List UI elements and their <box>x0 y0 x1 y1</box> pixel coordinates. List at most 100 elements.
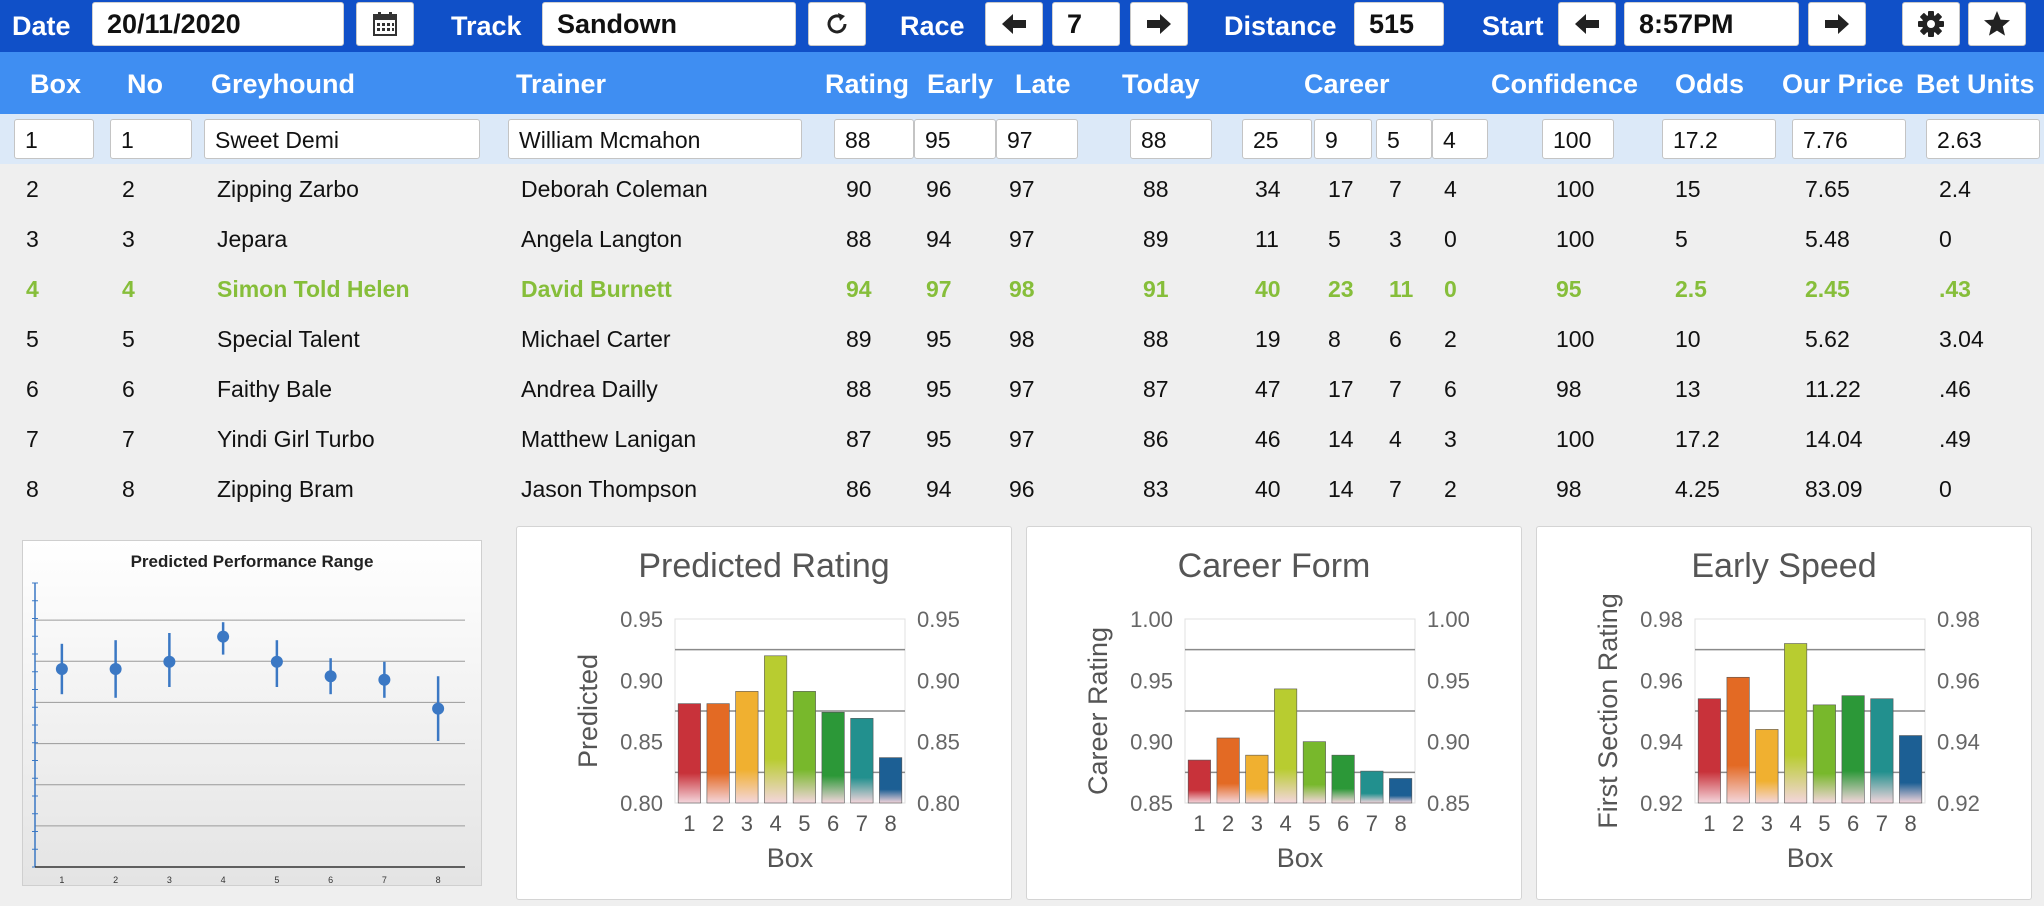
trainer-cell[interactable]: Deborah Coleman <box>521 176 708 202</box>
arrow-left-icon <box>1575 14 1599 34</box>
box-input[interactable]: 1 <box>14 119 94 159</box>
odds-input[interactable]: 17.2 <box>1662 119 1776 159</box>
career-thirds-cell: 2 <box>1444 326 1457 352</box>
favourite-button[interactable] <box>1968 2 2026 46</box>
trainer-cell[interactable]: Angela Langton <box>521 226 683 252</box>
header-career[interactable]: Career <box>1304 69 1390 99</box>
data-point <box>55 663 68 675</box>
start-prev-button[interactable] <box>1558 2 1616 46</box>
no-cell: 4 <box>122 276 135 302</box>
race-input[interactable]: 7 <box>1052 2 1120 46</box>
header-early[interactable]: Early <box>927 69 994 99</box>
table-row[interactable]: 6 6 Faithy Bale Andrea Dailly 88 95 97 8… <box>0 364 2044 414</box>
trainer-cell[interactable]: David Burnett <box>521 276 672 302</box>
start-next-button[interactable] <box>1808 2 1866 46</box>
header-late[interactable]: Late <box>1015 69 1071 99</box>
x-tick-label: 7 <box>382 875 387 885</box>
trainer-cell[interactable]: Andrea Dailly <box>521 376 658 402</box>
early-cell: 95 <box>926 426 952 452</box>
bar <box>1331 754 1355 804</box>
header-trainer[interactable]: Trainer <box>516 69 607 99</box>
x-tick-label: 3 <box>741 811 753 836</box>
early-cell: 97 <box>926 276 952 302</box>
trainer-cell[interactable]: Matthew Lanigan <box>521 426 697 452</box>
confidence-cell: 100 <box>1556 326 1595 352</box>
chart-title: Predicted Performance Range <box>131 552 374 571</box>
table-row[interactable]: 8 8 Zipping Bram Jason Thompson 86 94 96… <box>0 464 2044 514</box>
greyhound-cell[interactable]: Zipping Bram <box>217 476 354 502</box>
x-tick-label: 8 <box>885 811 897 836</box>
header-today[interactable]: Today <box>1122 69 1200 99</box>
greyhound-cell[interactable]: Zipping Zarbo <box>217 176 359 202</box>
bet-units-cell: 0 <box>1939 226 1952 252</box>
header-confidence[interactable]: Confidence <box>1491 69 1639 99</box>
x-tick-label: 6 <box>1337 811 1349 836</box>
y2-tick-label: 0.90 <box>917 668 960 693</box>
career-seconds-cell: 7 <box>1389 476 1402 502</box>
start-label: Start <box>1482 11 1544 41</box>
career-starts-input[interactable]: 25 <box>1242 119 1312 159</box>
greyhound-cell[interactable]: Simon Told Helen <box>217 276 410 302</box>
race-next-button[interactable] <box>1130 2 1188 46</box>
header-our-price[interactable]: Our Price <box>1782 69 1904 99</box>
start-time-input[interactable]: 8:57PM <box>1624 2 1799 46</box>
trainer-cell[interactable]: Jason Thompson <box>521 476 698 502</box>
table-row[interactable]: 7 7 Yindi Girl Turbo Matthew Lanigan 87 … <box>0 414 2044 464</box>
performance-range-chart: Predicted Performance Range 1 2 3 4 5 6 7 8 <box>22 540 482 886</box>
header-box[interactable]: Box <box>30 69 82 99</box>
table-row-selected[interactable]: 4 4 Simon Told Helen David Burnett 94 97… <box>0 264 2044 314</box>
greyhound-cell[interactable]: Jepara <box>217 226 288 252</box>
header-rating[interactable]: Rating <box>825 69 909 99</box>
x-tick-label: 2 <box>1732 811 1744 836</box>
y-tick-label: 0.98 <box>1640 607 1683 632</box>
date-input[interactable]: 20/11/2020 <box>92 2 344 46</box>
y-tick-label: 0.95 <box>620 607 663 632</box>
bar <box>1870 698 1894 804</box>
distance-input[interactable]: 515 <box>1354 2 1444 46</box>
odds-cell: 4.25 <box>1675 476 1720 502</box>
calendar-button[interactable] <box>356 2 414 46</box>
race-prev-button[interactable] <box>985 2 1043 46</box>
x-tick-label: 7 <box>1366 811 1378 836</box>
header-greyhound[interactable]: Greyhound <box>211 69 356 99</box>
settings-button[interactable] <box>1902 2 1960 46</box>
header-odds[interactable]: Odds <box>1675 69 1745 99</box>
career-wins-input[interactable]: 9 <box>1314 119 1372 159</box>
y2-tick-label: 0.85 <box>1427 791 1470 816</box>
bar <box>735 691 759 804</box>
box-cell: 7 <box>26 426 39 452</box>
trainer-cell[interactable]: Michael Carter <box>521 326 671 352</box>
race-label: Race <box>900 11 965 41</box>
refresh-button[interactable] <box>808 2 866 46</box>
y-tick-label: 0.92 <box>1640 791 1683 816</box>
confidence-input[interactable]: 100 <box>1542 119 1614 159</box>
table-row[interactable]: 3 3 Jepara Angela Langton 88 94 97 89 11… <box>0 214 2044 264</box>
table-row[interactable]: 1 1 Sweet Demi William Mcmahon 88 95 97 … <box>0 114 2044 164</box>
late-input[interactable]: 97 <box>996 119 1078 159</box>
confidence-cell: 100 <box>1556 426 1595 452</box>
confidence-cell: 98 <box>1556 376 1582 402</box>
career-seconds-input[interactable]: 5 <box>1376 119 1432 159</box>
rating-input[interactable]: 88 <box>834 119 914 159</box>
early-input[interactable]: 95 <box>914 119 996 159</box>
greyhound-cell[interactable]: Yindi Girl Turbo <box>217 426 375 452</box>
x-tick-label: 1 <box>683 811 695 836</box>
trainer-input[interactable]: William Mcmahon <box>508 119 802 159</box>
greyhound-cell[interactable]: Faithy Bale <box>217 376 333 402</box>
no-input[interactable]: 1 <box>110 119 192 159</box>
x-tick-label: 1 <box>1193 811 1205 836</box>
career-thirds-input[interactable]: 4 <box>1432 119 1488 159</box>
header-no[interactable]: No <box>127 69 163 99</box>
bet-units-input[interactable]: 2.63 <box>1926 119 2040 159</box>
greyhound-cell[interactable]: Special Talent <box>217 326 360 352</box>
greyhound-input[interactable]: Sweet Demi <box>204 119 480 159</box>
track-input[interactable]: Sandown <box>542 2 796 46</box>
our-price-input[interactable]: 7.76 <box>1792 119 1906 159</box>
bar <box>706 703 730 804</box>
rating-cell: 88 <box>846 376 872 402</box>
header-bet-units[interactable]: Bet Units <box>1916 69 2035 99</box>
today-input[interactable]: 88 <box>1130 119 1212 159</box>
y-axis-label: First Section Rating <box>1593 593 1623 829</box>
table-row[interactable]: 2 2 Zipping Zarbo Deborah Coleman 90 96 … <box>0 164 2044 214</box>
table-row[interactable]: 5 5 Special Talent Michael Carter 89 95 … <box>0 314 2044 364</box>
